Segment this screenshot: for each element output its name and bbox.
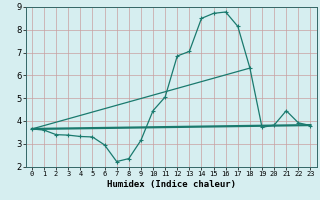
X-axis label: Humidex (Indice chaleur): Humidex (Indice chaleur) xyxy=(107,180,236,189)
